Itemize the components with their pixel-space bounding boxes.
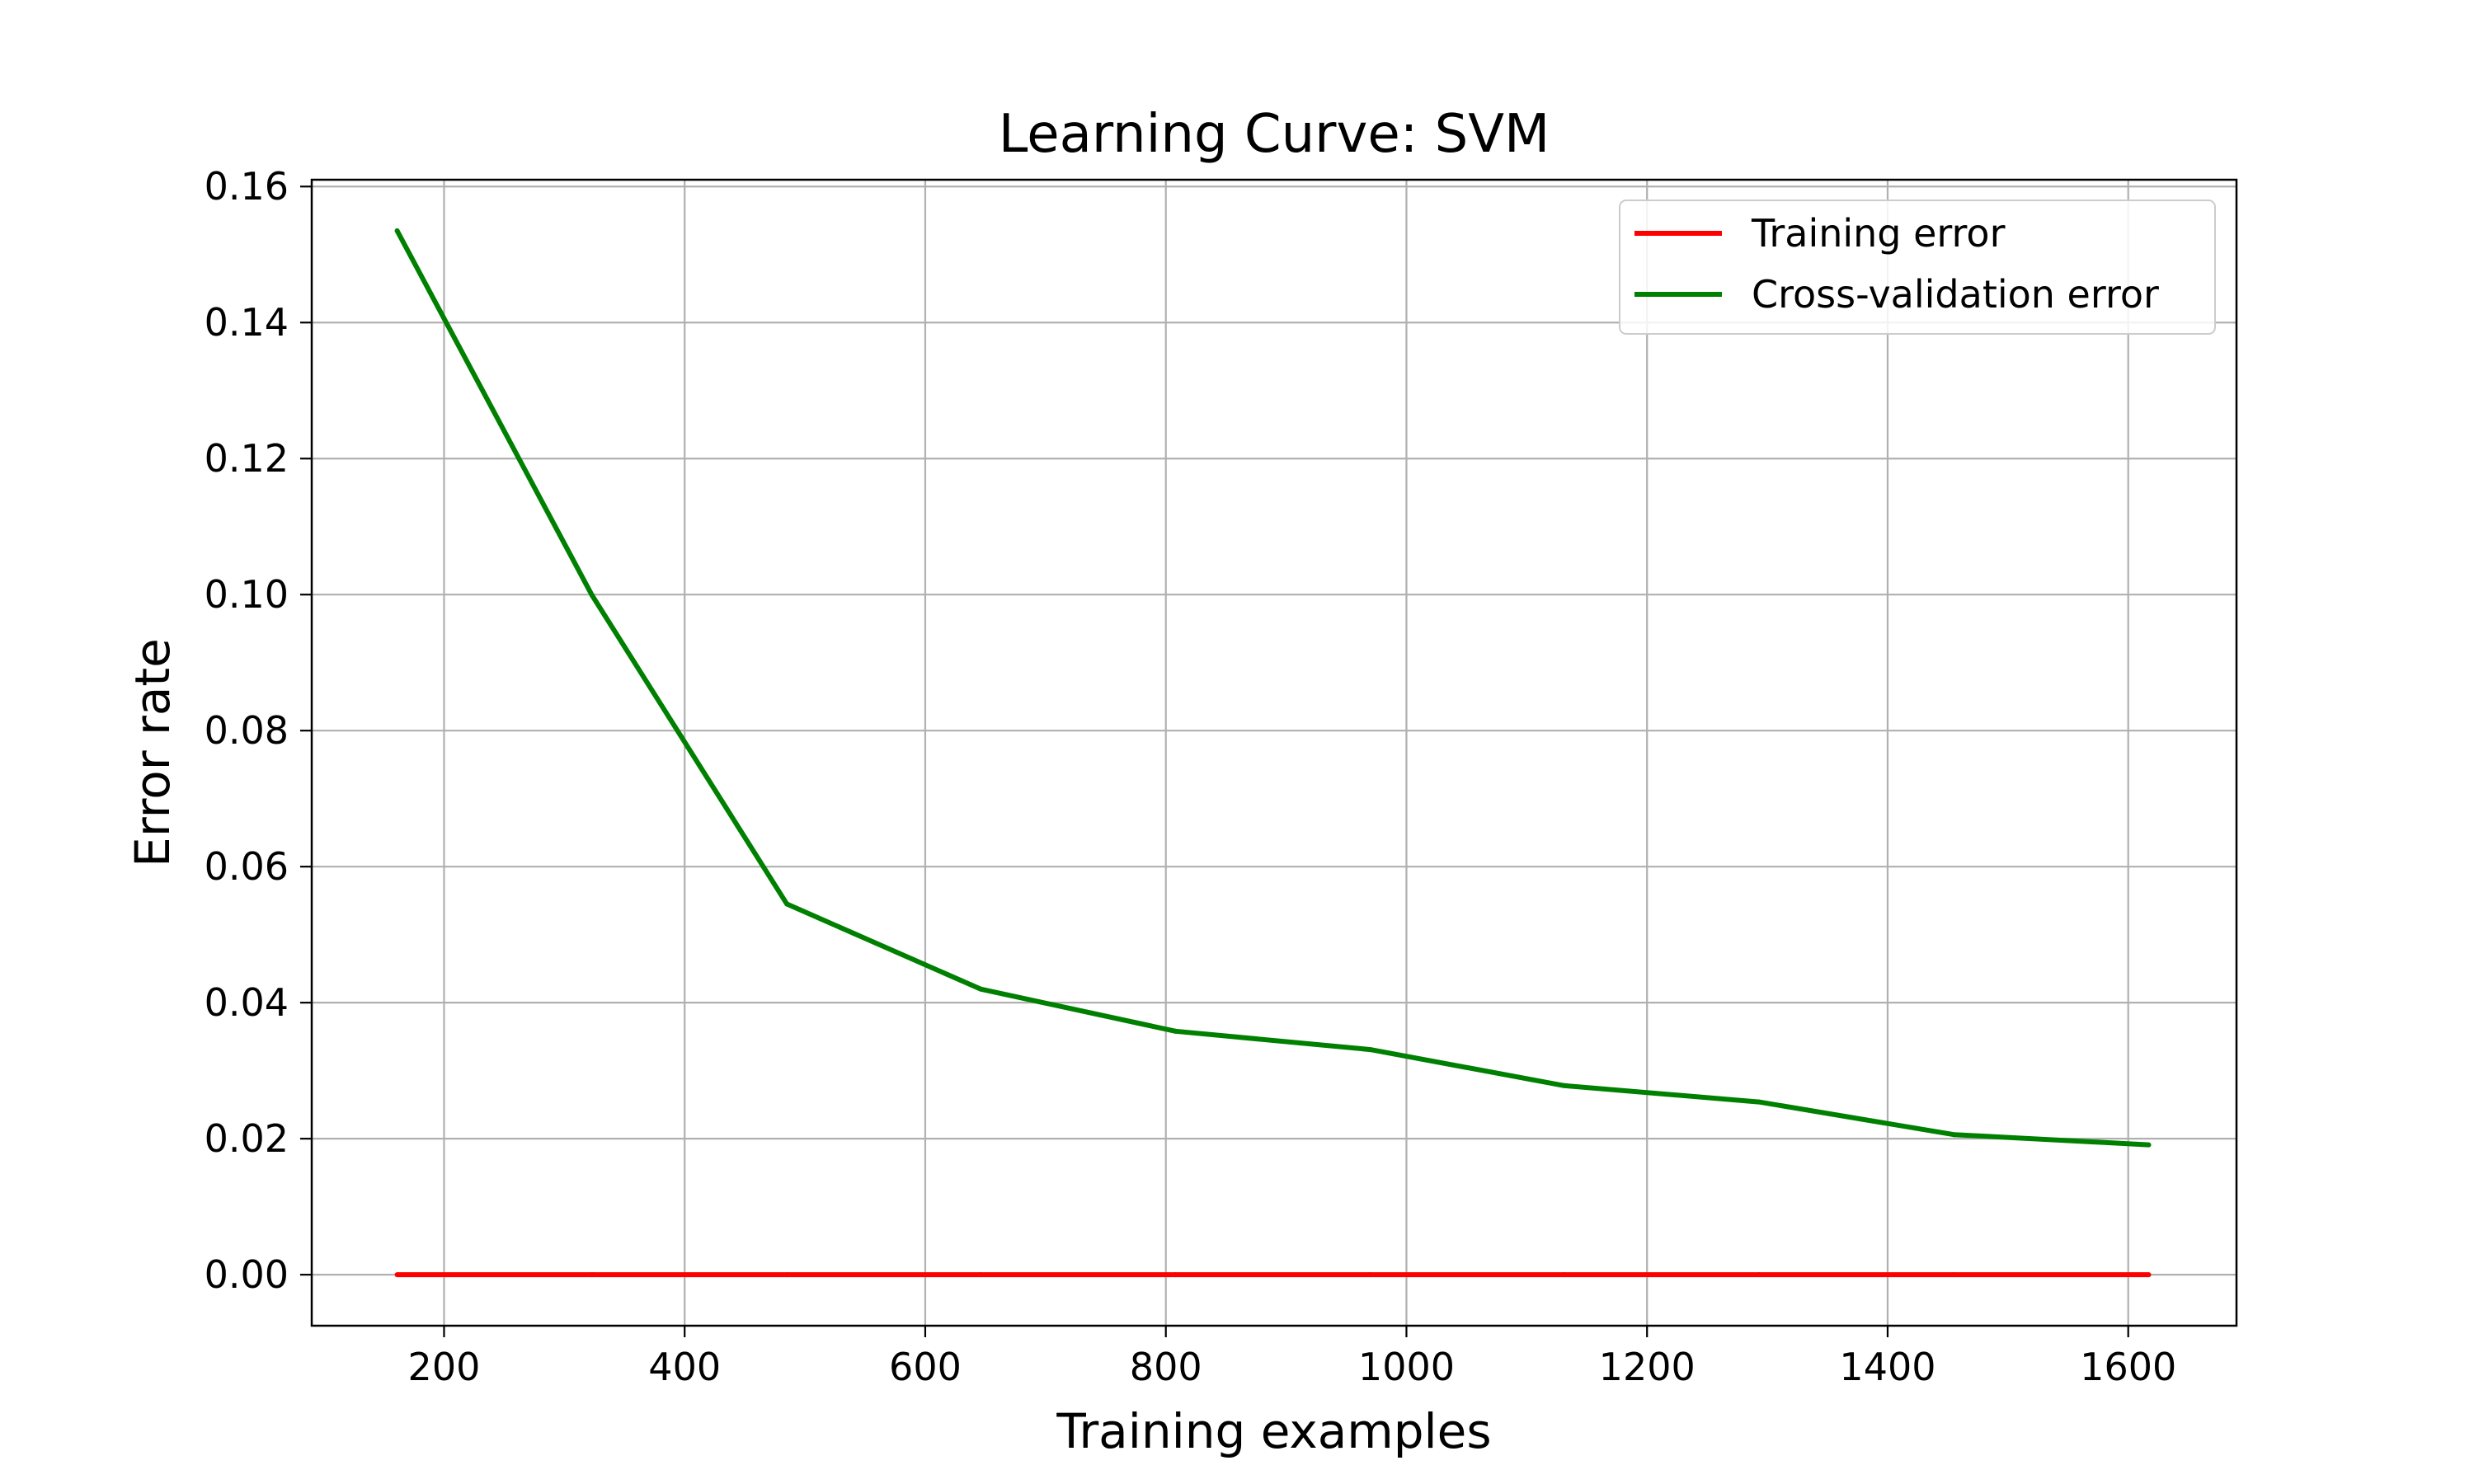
plot-frame: [310, 178, 2238, 1327]
y-tick-label: 0.12: [205, 436, 289, 481]
cross-validation-error-point: [1756, 1099, 1761, 1105]
training-error-point: [2146, 1272, 2152, 1278]
cross-validation-error-point: [1561, 1082, 1567, 1088]
chart-title: Learning Curve: SVM: [999, 104, 1550, 165]
ticks-layer: 200 400 600 800 1000 1200 1400 1600 0.00 0.02 0.04…: [205, 164, 2177, 1389]
cross-validation-error-point: [784, 901, 790, 907]
y-tick-label: 0.00: [205, 1252, 289, 1297]
x-tick-label: 400: [648, 1345, 721, 1389]
y-tick-label: 0.10: [205, 572, 289, 617]
training-error-legend-label: Training error: [1751, 211, 2006, 256]
y-tick-label: 0.02: [205, 1116, 289, 1161]
series-layer: [394, 228, 2152, 1278]
cross-validation-error-point: [978, 986, 984, 992]
x-tick-label: 600: [889, 1345, 962, 1389]
training-error-point: [1561, 1272, 1567, 1278]
x-tick-label: 1400: [1839, 1345, 1935, 1389]
cross-validation-error-point: [1173, 1028, 1178, 1034]
legend-box: [1619, 200, 2216, 335]
x-tick-label: 200: [408, 1345, 481, 1389]
y-tick-label: 0.14: [205, 300, 289, 345]
legend: Training error Cross-validation error: [1619, 200, 2216, 335]
x-tick-label: 1600: [2080, 1345, 2176, 1389]
training-error-point: [1367, 1272, 1373, 1278]
y-tick-label: 0.08: [205, 708, 289, 753]
training-error-point: [394, 1272, 400, 1278]
training-error-point: [1951, 1272, 1957, 1278]
x-axis-label: Training examples: [1056, 1403, 1491, 1459]
cross-validation-error-legend-label: Cross-validation error: [1752, 272, 2159, 317]
cross-validation-error-line: [394, 229, 2149, 1148]
cross-validation-error-point: [1367, 1047, 1373, 1053]
training-error-point: [1173, 1272, 1178, 1278]
training-error-point: [978, 1272, 984, 1278]
cross-validation-error-point: [1951, 1132, 1957, 1138]
training-error-point: [589, 1272, 595, 1278]
y-tick-label: 0.04: [205, 980, 289, 1025]
cross-validation-error-point: [394, 228, 400, 233]
cross-validation-error-point: [2146, 1142, 2152, 1148]
training-error-point: [784, 1272, 790, 1278]
training-error-point: [1756, 1272, 1761, 1278]
x-tick-label: 1200: [1599, 1345, 1696, 1389]
x-tick-label: 800: [1130, 1345, 1202, 1389]
y-tick-label: 0.16: [205, 164, 289, 209]
y-axis-label: Error rate: [125, 638, 181, 867]
x-tick-label: 1000: [1358, 1345, 1455, 1389]
y-tick-label: 0.06: [205, 844, 289, 889]
cross-validation-error-point: [589, 593, 595, 599]
